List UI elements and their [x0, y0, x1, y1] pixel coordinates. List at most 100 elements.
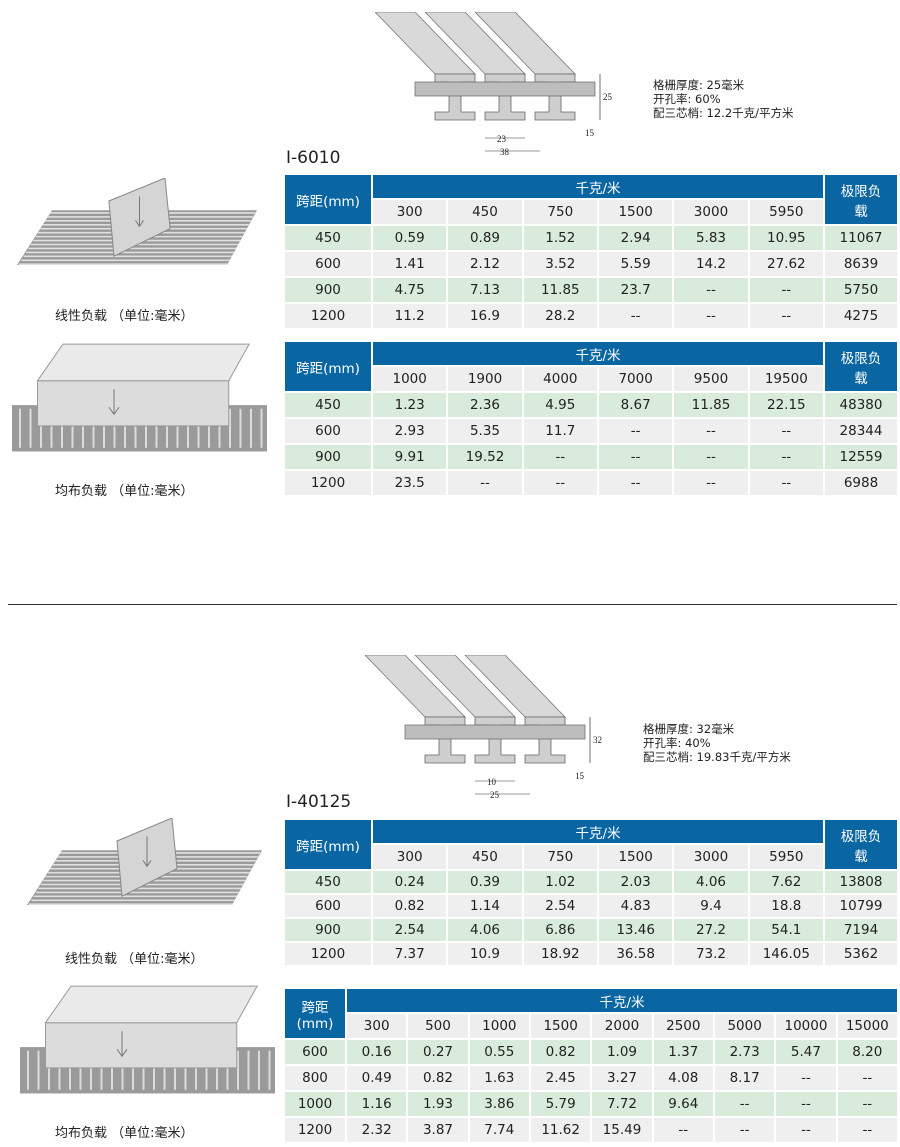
unit-header: 千克/米: [373, 820, 823, 843]
deflection-cell: --: [674, 419, 748, 443]
limit-load-cell: 5750: [825, 278, 897, 302]
load-column-header: 1000: [469, 1014, 529, 1038]
table-row: 450 0.59 0.89 1.52 2.94 5.83 10.95 11067: [285, 226, 897, 250]
deflection-cell: 22.15: [749, 393, 823, 417]
limit-load-cell: 4275: [825, 304, 897, 328]
deflection-cell: 4.95: [523, 393, 597, 417]
table-row: 1200 7.37 10.9 18.92 36.58 73.2 146.05 5362: [285, 943, 897, 965]
deflection-cell: 11.85: [674, 393, 748, 417]
limit-load-cell: 10799: [825, 895, 897, 917]
spec-line: 开孔率: 60%: [653, 92, 721, 106]
load-column-header: 19500: [749, 367, 823, 391]
span-header: 跨距(mm): [285, 342, 371, 391]
load-column-header: 2000: [592, 1014, 652, 1038]
load-column-header: 450: [448, 845, 522, 869]
spec-line: 格栅厚度: 32毫米: [643, 722, 735, 736]
arrow-down-icon: [135, 196, 144, 228]
deflection-cell: 23.7: [598, 278, 673, 302]
deflection-cell: 3.86: [469, 1092, 529, 1116]
deflection-cell: 7.13: [448, 278, 522, 302]
i-bar-section: [534, 73, 576, 121]
deflection-cell: 2.45: [530, 1066, 591, 1090]
dim-height: 32: [593, 735, 602, 745]
load-column-header: 750: [523, 200, 597, 224]
deflection-cell: 2.12: [448, 252, 522, 276]
deflection-cell: 11.62: [530, 1118, 591, 1142]
table-row: 600 2.93 5.35 11.7 -- -- -- 28344: [285, 419, 897, 443]
deflection-cell: --: [523, 471, 597, 495]
deflection-cell: 4.08: [653, 1066, 713, 1090]
deflection-cell: --: [674, 304, 748, 328]
span-header: 跨距(mm): [285, 989, 345, 1038]
load-table: 跨距(mm) 千克/米 极限负载 300 450 750 1500 3000 5950 450 0.…: [283, 173, 899, 330]
deflection-cell: --: [749, 304, 823, 328]
unit-header: 千克/米: [373, 175, 823, 198]
deflection-cell: 2.54: [373, 919, 447, 941]
unit-header: 千克/米: [347, 989, 897, 1012]
deflection-cell: --: [598, 419, 673, 443]
deflection-cell: --: [448, 471, 522, 495]
span-header: 跨距(mm): [285, 175, 371, 224]
dim-pitch: 38: [500, 147, 510, 157]
span-cell: 600: [285, 252, 371, 276]
deflection-cell: 1.23: [373, 393, 447, 417]
deflection-cell: 1.63: [469, 1066, 529, 1090]
span-cell: 1200: [285, 304, 371, 328]
deflection-cell: 9.64: [653, 1092, 713, 1116]
load-column-header: 1900: [448, 367, 522, 391]
load-column-header: 300: [373, 845, 447, 869]
dim-flange: 15: [585, 128, 595, 138]
deflection-cell: 0.82: [373, 895, 447, 917]
deflection-cell: 1.93: [408, 1092, 468, 1116]
load-column-header: 1500: [598, 845, 673, 869]
dim-gap: 23: [497, 134, 507, 144]
span-cell: 600: [285, 1040, 345, 1064]
deflection-cell: 10.95: [749, 226, 823, 250]
uniform-load-caption: 均布负载 （单位:毫米）: [55, 1126, 194, 1141]
deflection-cell: 7.62: [749, 871, 823, 893]
table-row: 1000 1.16 1.93 3.86 5.79 7.72 9.64 -- -- --: [285, 1092, 897, 1116]
deflection-cell: 0.59: [373, 226, 447, 250]
load-column-header: 1500: [598, 200, 673, 224]
deflection-cell: 2.73: [714, 1040, 775, 1064]
span-cell: 900: [285, 919, 371, 941]
deflection-cell: 0.16: [347, 1040, 407, 1064]
deflection-cell: 1.41: [373, 252, 447, 276]
deflection-cell: 0.82: [530, 1040, 591, 1064]
limit-load-cell: 28344: [825, 419, 897, 443]
limit-load-cell: 11067: [825, 226, 897, 250]
load-column-header: 5000: [714, 1014, 775, 1038]
deflection-cell: 9.91: [373, 445, 447, 469]
load-column-header: 3000: [674, 845, 748, 869]
deflection-cell: 5.83: [674, 226, 748, 250]
deflection-cell: 0.49: [347, 1066, 407, 1090]
spec-line: 配三芯梢: 12.2千克/平方米: [653, 106, 794, 120]
load-column-header: 4000: [523, 367, 597, 391]
linear-load-illustration: [17, 178, 257, 266]
load-column-header: 750: [523, 845, 597, 869]
deflection-cell: 7.37: [373, 943, 447, 965]
block-top: [44, 985, 259, 1024]
deflection-cell: 3.87: [408, 1118, 468, 1142]
span-cell: 800: [285, 1066, 345, 1090]
load-column-header: 5950: [749, 200, 823, 224]
spec-line: 格栅厚度: 25毫米: [653, 78, 745, 92]
deflection-cell: 2.32: [347, 1118, 407, 1142]
limit-load-cell: 48380: [825, 393, 897, 417]
deflection-cell: --: [837, 1092, 897, 1116]
limit-load-cell: 8639: [825, 252, 897, 276]
deflection-cell: 5.47: [776, 1040, 836, 1064]
span-cell: 900: [285, 278, 371, 302]
deflection-cell: --: [523, 445, 597, 469]
deflection-cell: 4.75: [373, 278, 447, 302]
table-row: 900 9.91 19.52 -- -- -- -- 12559: [285, 445, 897, 469]
uniform-load-block: [45, 1022, 238, 1069]
i-bar-profile-drawing: 25 23 38 15: [375, 12, 613, 157]
deflection-cell: --: [749, 445, 823, 469]
i-bar-section: [424, 716, 466, 764]
i-bar-section: [524, 716, 566, 764]
deflection-cell: --: [598, 304, 673, 328]
deflection-cell: 0.24: [373, 871, 447, 893]
dim-pitch: 25: [490, 790, 500, 800]
span-cell: 450: [285, 393, 371, 417]
